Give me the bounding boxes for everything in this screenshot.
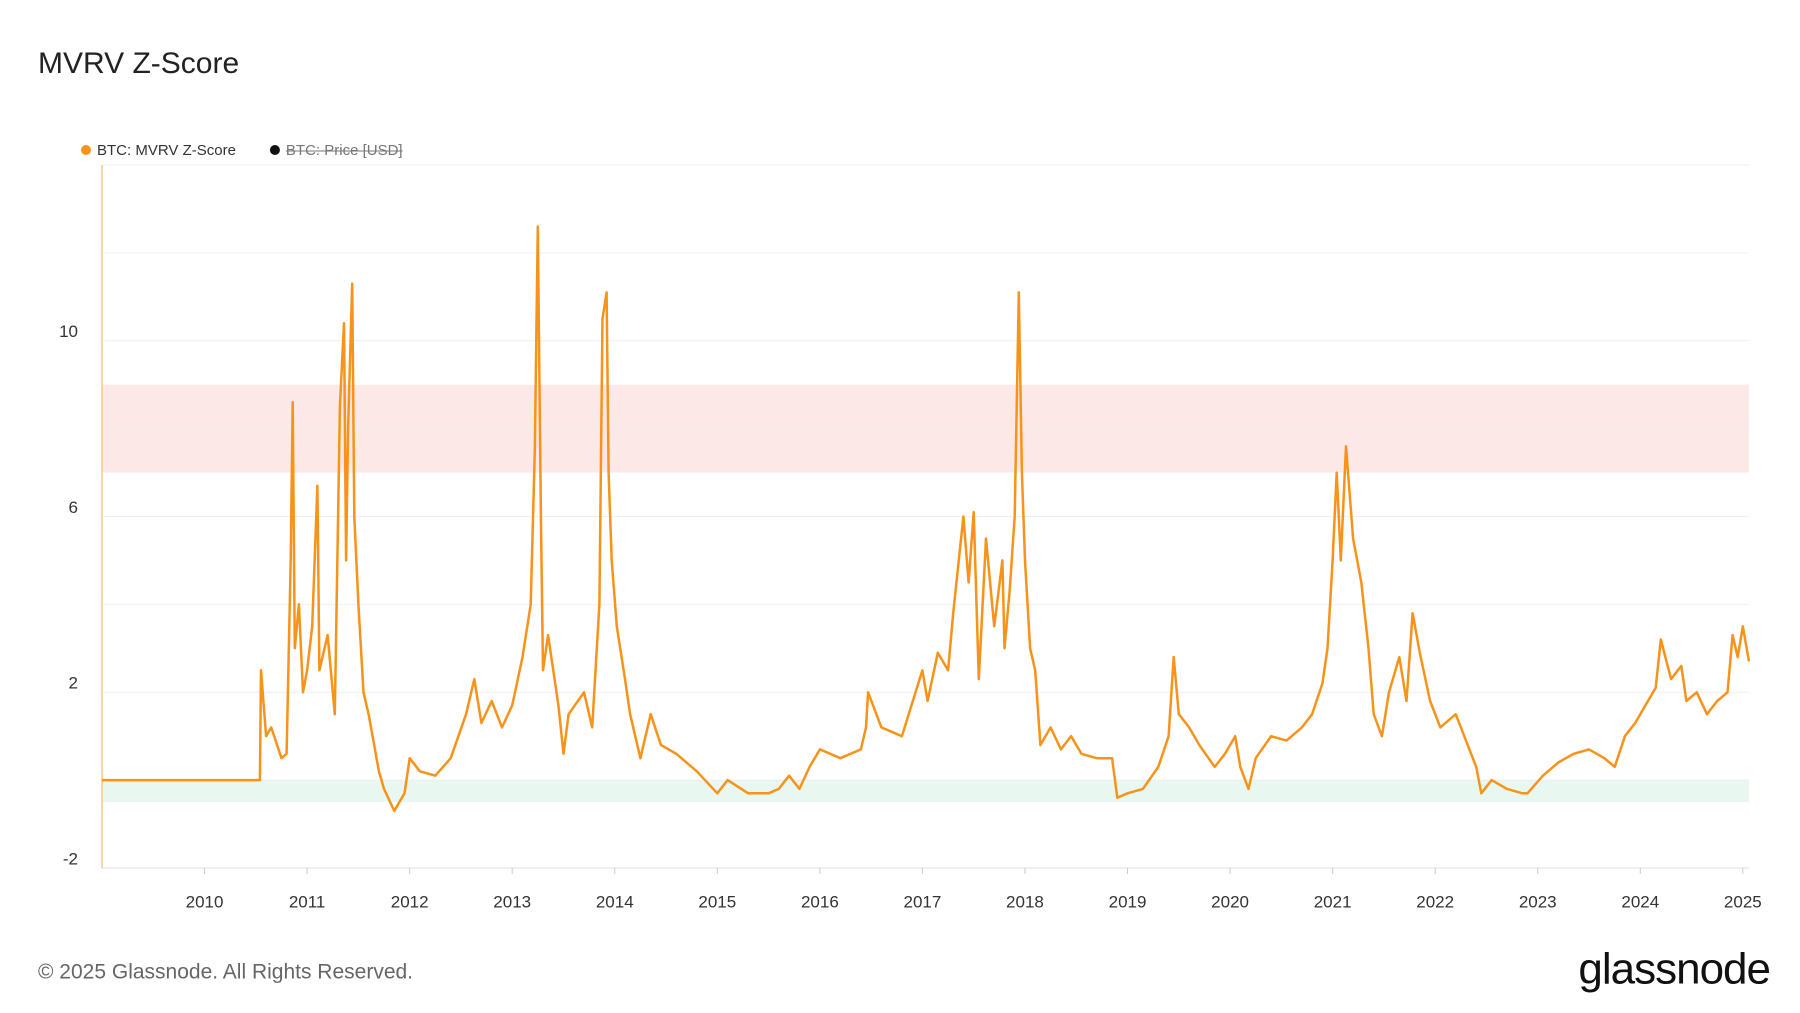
threshold-band	[102, 780, 1749, 803]
x-tick-label: 2011	[289, 892, 326, 911]
y-tick-label: 6	[69, 498, 78, 517]
x-tick-label: 2014	[596, 892, 634, 911]
legend-label: BTC: Price [USD]	[286, 142, 403, 159]
x-tick-label: 2013	[493, 892, 531, 911]
legend-label: BTC: MVRV Z-Score	[97, 142, 236, 159]
y-tick-label: 2	[69, 674, 78, 693]
legend-marker	[81, 145, 91, 155]
x-tick-label: 2016	[801, 892, 839, 911]
chart-title: MVRV Z-Score	[38, 47, 239, 80]
brand-logo: glassnode	[1578, 945, 1770, 994]
series-line	[102, 225, 1751, 813]
x-tick-label: 2019	[1109, 892, 1147, 911]
x-tick-label: 2021	[1314, 892, 1352, 911]
footer: © 2025 Glassnode. All Rights Reserved.	[38, 961, 413, 984]
y-tick-label: 10	[59, 322, 78, 341]
legend-marker	[269, 145, 280, 155]
x-tick-label: 2022	[1416, 892, 1454, 911]
x-tick-label: 2025	[1724, 892, 1762, 911]
x-tick-label: 2023	[1519, 892, 1557, 911]
x-tick-label: 2017	[904, 892, 942, 911]
x-tick-label: 2020	[1211, 892, 1249, 911]
y-tick-label: -2	[63, 849, 78, 868]
x-tick-label: 2018	[1006, 892, 1044, 911]
x-tick-label: 2012	[391, 892, 429, 911]
x-tick-label: 2010	[186, 892, 224, 911]
x-tick-label: 2024	[1621, 892, 1659, 911]
x-tick-label: 2015	[698, 892, 736, 911]
